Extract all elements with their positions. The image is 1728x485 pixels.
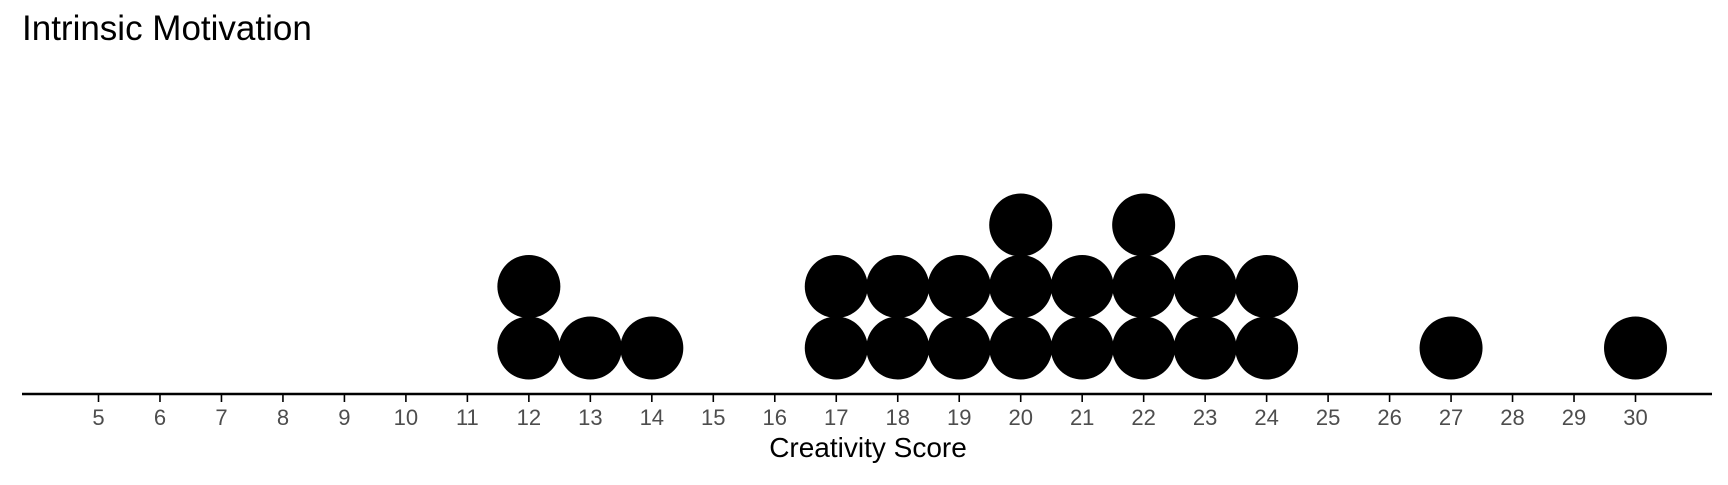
x-tick-label: 14 [640,405,664,430]
x-tick-label: 5 [92,405,104,430]
dot-point [1050,316,1114,380]
x-tick-label: 28 [1500,405,1524,430]
dot-point [989,193,1053,257]
x-tick-label: 22 [1131,405,1155,430]
x-tick-label: 10 [394,405,418,430]
chart-title: Intrinsic Motivation [22,9,312,48]
dot-point [1050,255,1114,318]
x-tick-label: 6 [154,405,166,430]
dot-point [989,255,1053,318]
x-tick-label: 12 [517,405,541,430]
x-tick-label: 19 [947,405,971,430]
x-axis-ticks: 5 6 7 8 9 10 11 12 13 14 15 16 17 18 19 20 21 22 23 24 25 26 2… [92,394,1648,430]
x-tick-label: 30 [1623,405,1647,430]
x-tick-label: 27 [1439,405,1463,430]
x-tick-label: 13 [578,405,602,430]
dot-point [866,255,930,318]
x-tick-label: 18 [885,405,909,430]
dot-point [927,255,991,318]
dot-point [927,316,991,380]
dot-point [989,316,1053,380]
x-tick-label: 20 [1008,405,1032,430]
dot-point [1235,255,1299,318]
dot-point [497,316,561,380]
dot-point [1235,316,1299,380]
x-tick-label: 23 [1193,405,1217,430]
dot-point [866,316,930,380]
dot-point [804,255,868,318]
dot-point [620,316,684,380]
dot-point [804,316,868,380]
dot-point [1173,316,1237,380]
dot-point [1604,316,1667,380]
x-tick-label: 25 [1316,405,1340,430]
x-axis-title: Creativity Score [769,432,967,463]
x-tick-label: 11 [456,405,479,430]
x-tick-label: 24 [1254,405,1278,430]
dot-point [497,255,561,318]
x-tick-label: 9 [338,405,350,430]
x-tick-label: 21 [1070,405,1094,430]
x-tick-label: 17 [824,405,848,430]
x-tick-label: 7 [215,405,227,430]
x-tick-label: 8 [277,405,289,430]
x-tick-label: 15 [701,405,725,430]
x-tick-label: 29 [1562,405,1586,430]
dot-point [1173,255,1237,318]
x-tick-label: 16 [763,405,787,430]
dot-point [1112,255,1176,318]
dot-point [1112,316,1176,380]
x-tick-label: 26 [1377,405,1401,430]
dot-point [1419,316,1483,380]
dot-point [1112,193,1176,257]
dot-point [558,316,622,380]
dots-layer [497,193,1667,380]
